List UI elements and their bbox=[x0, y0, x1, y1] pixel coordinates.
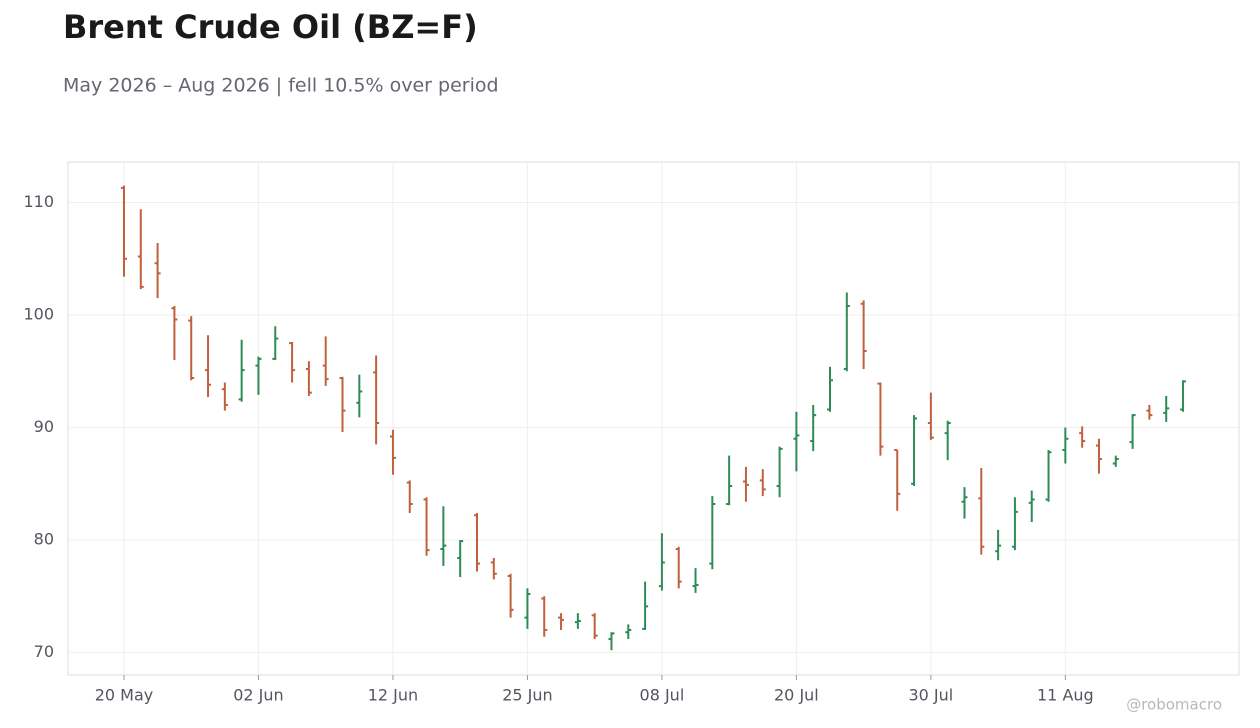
chart-subtitle: May 2026 – Aug 2026 | fell 10.5% over pe… bbox=[63, 75, 499, 97]
x-tick-label: 20 May bbox=[95, 686, 154, 705]
x-tick-label: 11 Aug bbox=[1037, 686, 1094, 705]
watermark: @robomacro bbox=[1126, 696, 1222, 714]
x-tick-label: 30 Jul bbox=[908, 686, 953, 705]
x-tick-label: 20 Jul bbox=[774, 686, 819, 705]
x-tick-label: 25 Jun bbox=[502, 686, 552, 705]
y-tick-label: 80 bbox=[34, 530, 54, 549]
x-tick-label: 02 Jun bbox=[233, 686, 283, 705]
y-tick-label: 70 bbox=[34, 642, 54, 661]
x-tick-label: 12 Jun bbox=[368, 686, 418, 705]
x-tick-label: 08 Jul bbox=[640, 686, 685, 705]
chart-title: Brent Crude Oil (BZ=F) bbox=[63, 8, 478, 46]
y-tick-label: 90 bbox=[34, 417, 54, 436]
y-tick-label: 100 bbox=[23, 305, 54, 324]
plot-frame bbox=[67, 161, 1240, 676]
y-tick-label: 110 bbox=[23, 192, 54, 211]
